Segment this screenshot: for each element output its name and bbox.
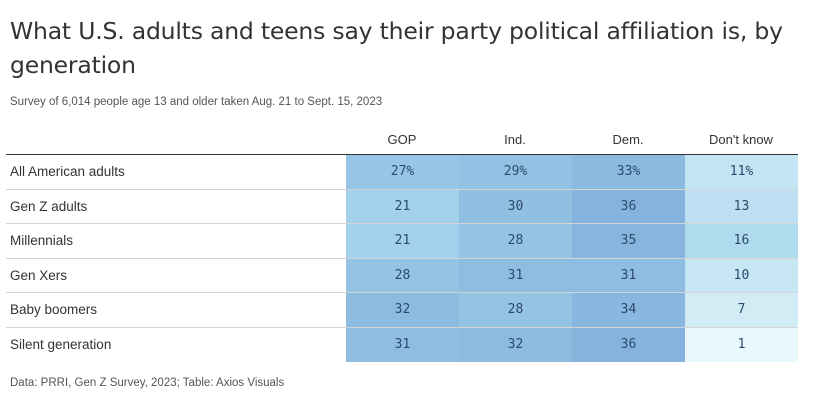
table-cell: 34 [572, 293, 685, 327]
table-row: Gen Z adults 21 30 36 13 [6, 189, 798, 224]
table-cell: 16 [685, 224, 798, 258]
table-cell: 33% [572, 155, 685, 189]
table-cell: 11% [685, 155, 798, 189]
table-cell: 36 [572, 189, 685, 223]
table-cell: 31 [572, 258, 685, 292]
table-cell: 36 [572, 327, 685, 362]
row-label: Millennials [10, 233, 74, 248]
table-row: All American adults 27% 29% 33% 11% [6, 155, 798, 190]
row-label: All American adults [10, 164, 125, 179]
table-cell: 21 [346, 189, 459, 223]
table-cell: 10 [685, 258, 798, 292]
source-note: Data: PRRI, Gen Z Survey, 2023; Table: A… [10, 377, 285, 389]
row-label: Gen Z adults [10, 198, 88, 214]
table-cell: 13 [685, 189, 798, 223]
table-cell: 1 [685, 327, 798, 362]
row-label: Gen Xers [10, 267, 68, 283]
table-cell: 29% [459, 155, 572, 189]
table-cell: 28 [459, 293, 572, 327]
chart-title: What U.S. adults and teens say their par… [10, 17, 783, 79]
table-cell: 28 [459, 224, 572, 258]
table-row: Baby boomers 32 28 34 7 [6, 293, 798, 328]
table-cell: 28 [346, 258, 459, 292]
column-header: GOP [387, 132, 417, 147]
table-header: GOP Ind. Dem. Don't know [6, 126, 798, 155]
table-cell: 30 [459, 189, 572, 223]
table-cell: 7 [685, 293, 798, 327]
row-label: Silent generation [10, 336, 112, 352]
table-cell: 32 [346, 293, 459, 327]
table-cell: 21 [346, 224, 459, 258]
table-cell: 31 [459, 258, 572, 292]
table-row: Millennials 21 28 35 16 [6, 224, 798, 259]
chart-subtitle: Survey of 6,014 people age 13 and older … [10, 96, 383, 108]
table-cell: 35 [572, 224, 685, 258]
table-row: Silent generation 31 32 36 1 [6, 327, 798, 362]
table-cell: 32 [459, 327, 572, 362]
column-header: Ind. [504, 132, 526, 147]
column-header: Dem. [612, 132, 644, 147]
heatmap-table: GOP Ind. Dem. Don't know All American adult… [6, 126, 798, 362]
table-cell: 31 [346, 327, 459, 362]
table-row: Gen Xers 28 31 31 10 [6, 258, 798, 293]
column-header: Don't know [709, 132, 773, 147]
row-label: Baby boomers [10, 302, 98, 317]
table-cell: 27% [346, 155, 459, 189]
